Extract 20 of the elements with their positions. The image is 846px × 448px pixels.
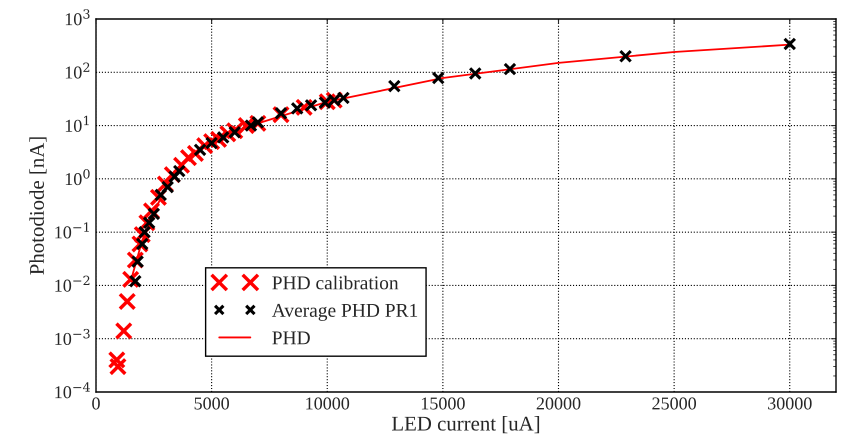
y-tick-label: 10$^{−1}$ [55, 222, 89, 238]
y-tick-label: 10$^{3}$ [66, 9, 90, 26]
y-axis-title: Photodiode [nA] [29, 137, 47, 275]
x-tick-label: 25000 [652, 397, 696, 410]
x-tick-label: 5000 [194, 397, 229, 410]
x-tick-label: 30000 [768, 397, 812, 410]
x-axis-title: LED current [uA] [392, 416, 540, 434]
x-tick-label: 10000 [306, 397, 350, 410]
y-tick-label: 10$^{−2}$ [55, 276, 90, 292]
legend-label: PHD [272, 332, 310, 344]
x-tick-label: 0 [92, 397, 100, 410]
x-tick-label: 20000 [536, 397, 580, 410]
y-tick-label: 10$^{2}$ [66, 62, 90, 79]
y-tick-label: 10$^{0}$ [66, 169, 90, 186]
y-tick-label: 10$^{−3}$ [55, 328, 90, 346]
y-tick-label: 10$^{−4}$ [55, 382, 90, 398]
x-tick-label: 15000 [422, 397, 465, 410]
legend-label: PHD calibration [272, 276, 398, 290]
y-tick-label: 10$^{1}$ [66, 116, 89, 132]
legend-label: Average PHD PR1 [272, 304, 418, 321]
